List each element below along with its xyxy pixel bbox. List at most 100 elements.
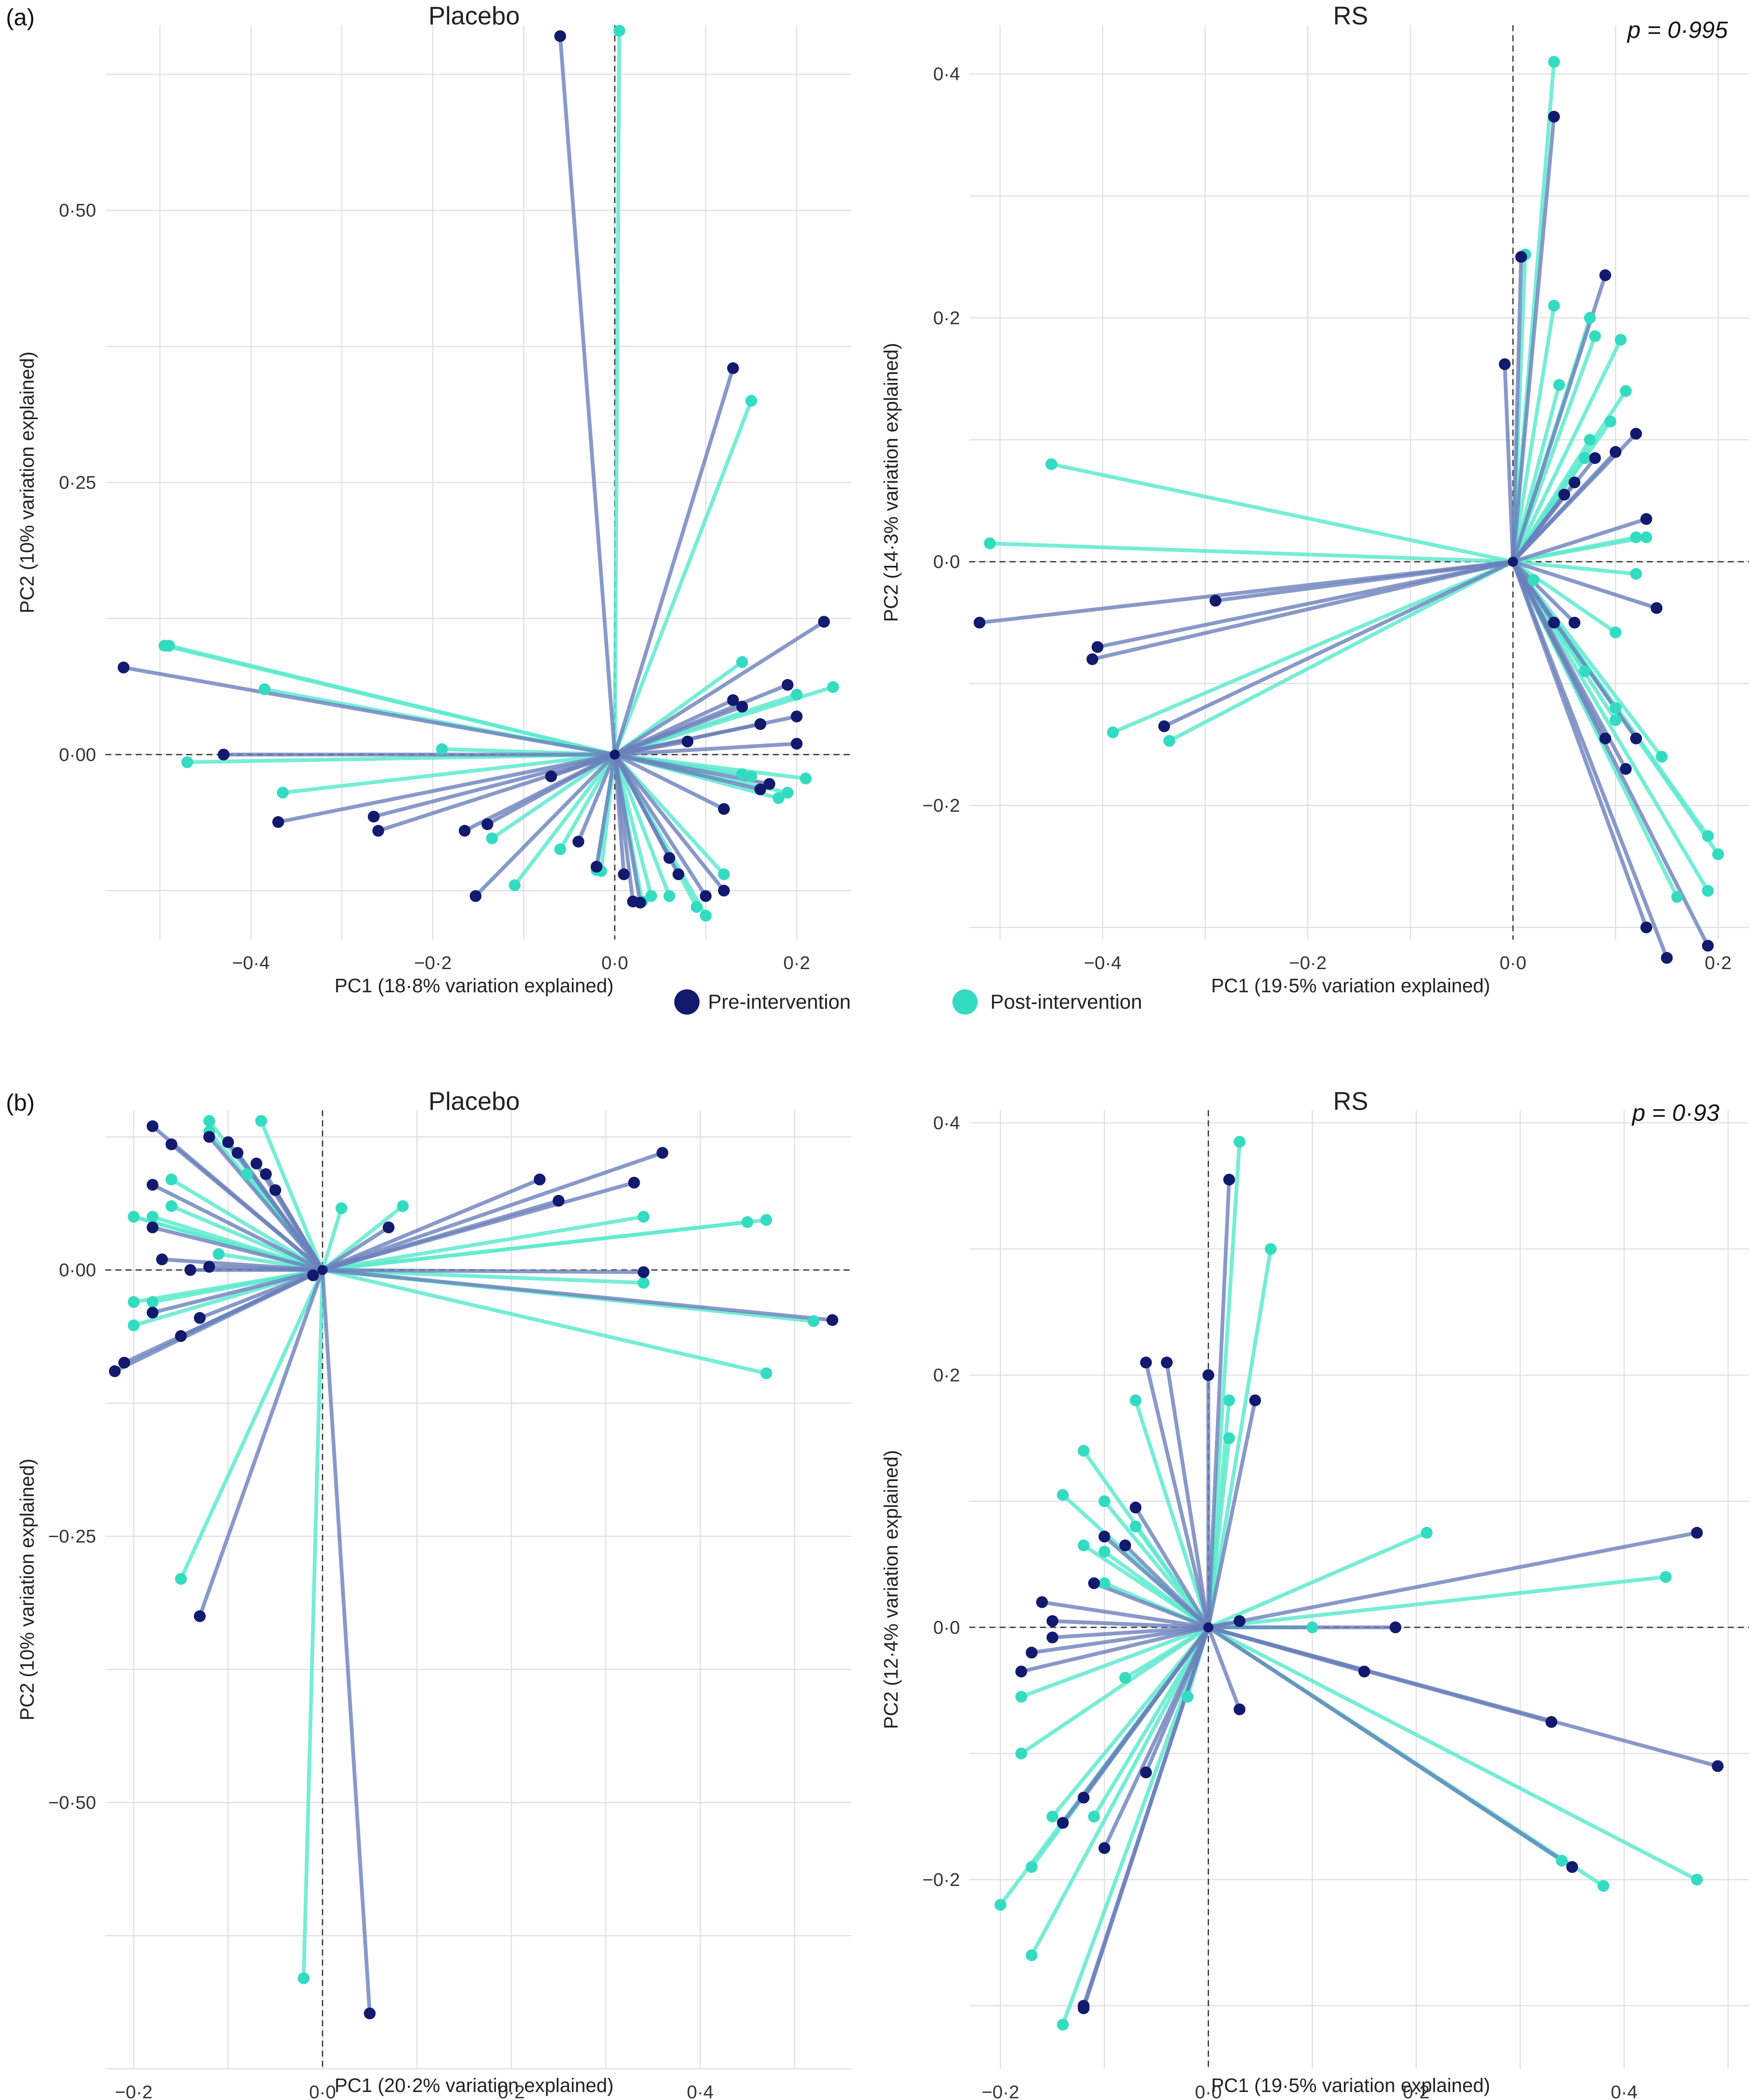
pre-point (700, 890, 712, 902)
post-point (486, 832, 498, 844)
post-point (1548, 56, 1560, 68)
pre-point (1630, 428, 1642, 440)
pre-segment (209, 1265, 323, 1272)
post-point (718, 868, 730, 880)
pre-point (1078, 1792, 1090, 1804)
post-point (800, 772, 812, 785)
pre-point (1569, 477, 1581, 488)
legend-post-swatch (952, 989, 978, 1015)
post-point (1691, 1873, 1703, 1886)
pre-point (184, 1264, 196, 1276)
y-axis-label: PC2 (10% variation explained) (16, 351, 38, 613)
pre-segment (613, 753, 708, 897)
post-point (1604, 415, 1617, 428)
pre-point (1233, 1615, 1246, 1627)
plot-a-rs: −0·4 −0·2 0·0 0·2 −0·2 0·0 0·2 0·4 RS p = 0·995 PC… (880, 2, 1749, 996)
panel-label-a: (a) (6, 4, 35, 30)
pre-point (1691, 1527, 1703, 1539)
post-segment (1207, 1531, 1428, 1629)
post-segment (1103, 1500, 1210, 1629)
pre-segment (1511, 257, 1523, 562)
pre-segment (1082, 1626, 1210, 2009)
post-segment (322, 1268, 767, 1375)
pre-segment (550, 753, 616, 778)
pre-point (469, 890, 482, 902)
post-segment (179, 1269, 324, 1580)
post-point (181, 756, 193, 768)
x-tick-label: −0·2 (1289, 953, 1327, 973)
pre-point (156, 1253, 168, 1265)
pre-segment (373, 753, 615, 819)
post-segment (989, 541, 1513, 564)
post-point (258, 683, 271, 695)
pre-segment (322, 1268, 644, 1274)
spider-lines (123, 30, 834, 917)
pre-point (534, 1173, 546, 1186)
post-segment (1206, 1438, 1231, 1628)
pre-point (1088, 1577, 1100, 1589)
pre-point (1599, 269, 1612, 281)
pre-point (1620, 763, 1632, 775)
post-point (1223, 1432, 1235, 1444)
post-point (1609, 702, 1622, 714)
post-segment (1512, 560, 1617, 634)
pre-point (1548, 616, 1560, 629)
pre-point (1548, 111, 1560, 123)
pre-point (175, 1330, 187, 1342)
pre-segment (1144, 1626, 1210, 1773)
legend-post-label: Post-intervention (990, 991, 1142, 1013)
pre-point (1119, 1539, 1131, 1551)
post-point (984, 537, 996, 549)
post-point (1630, 531, 1642, 544)
pre-point (663, 852, 676, 864)
post-point (212, 1248, 225, 1260)
post-segment (322, 1215, 644, 1272)
y-axis-label: PC2 (10% variation explained) (16, 1459, 38, 1720)
post-segment (1511, 339, 1622, 563)
pre-point (818, 616, 830, 628)
pre-segment (613, 753, 726, 892)
pre-segment (1206, 1179, 1231, 1628)
post-point (772, 792, 785, 804)
pre-point (118, 1357, 130, 1369)
pre-point (307, 1269, 319, 1281)
p-value: p = 0·93 (1631, 1099, 1719, 1126)
pre-point (165, 1138, 177, 1150)
pre-point (1609, 446, 1622, 458)
post-point (1119, 1672, 1131, 1684)
post-point (241, 1168, 253, 1180)
post-segment (1207, 1626, 1698, 1881)
pre-point (1566, 1861, 1578, 1873)
pre-segment (152, 1225, 323, 1272)
pre-point (147, 1120, 159, 1132)
pre-segment (1092, 560, 1514, 661)
post-point (1057, 2019, 1069, 2031)
pre-segment (1207, 1626, 1242, 1710)
post-point (760, 1214, 772, 1226)
x-axis-label: PC1 (20·2% variation explained) (335, 2074, 614, 2096)
post-point (1579, 665, 1591, 678)
pre-point (1499, 358, 1511, 370)
post-segment (1208, 1575, 1666, 1629)
pre-point (203, 1131, 215, 1143)
pre-point (1358, 1666, 1370, 1678)
x-tick-label: 0·0 (309, 2082, 336, 2100)
post-point (1660, 1571, 1672, 1583)
y-tick-label: 0·50 (59, 200, 96, 221)
pre-point (1569, 616, 1581, 629)
pre-point (1078, 2002, 1090, 2014)
post-point (1609, 626, 1622, 638)
post-point (298, 1972, 310, 1985)
spider-lines (114, 1120, 833, 2014)
pre-point (1515, 251, 1527, 263)
pre-point (1209, 595, 1222, 607)
pre-point (217, 748, 230, 761)
post-point (691, 901, 703, 913)
centroid-point (1203, 1622, 1214, 1633)
pre-segment (1144, 1362, 1210, 1628)
pre-segment (614, 753, 725, 811)
pre-point (1640, 921, 1652, 934)
y-tick-label: 0·2 (933, 1365, 960, 1386)
pre-point (1233, 1703, 1246, 1715)
